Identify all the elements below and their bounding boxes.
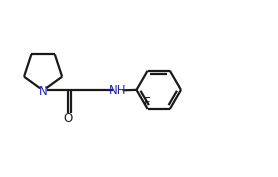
Text: O: O	[63, 112, 73, 125]
Text: N: N	[39, 85, 48, 98]
Text: NH: NH	[109, 84, 126, 97]
Text: F: F	[144, 96, 151, 109]
